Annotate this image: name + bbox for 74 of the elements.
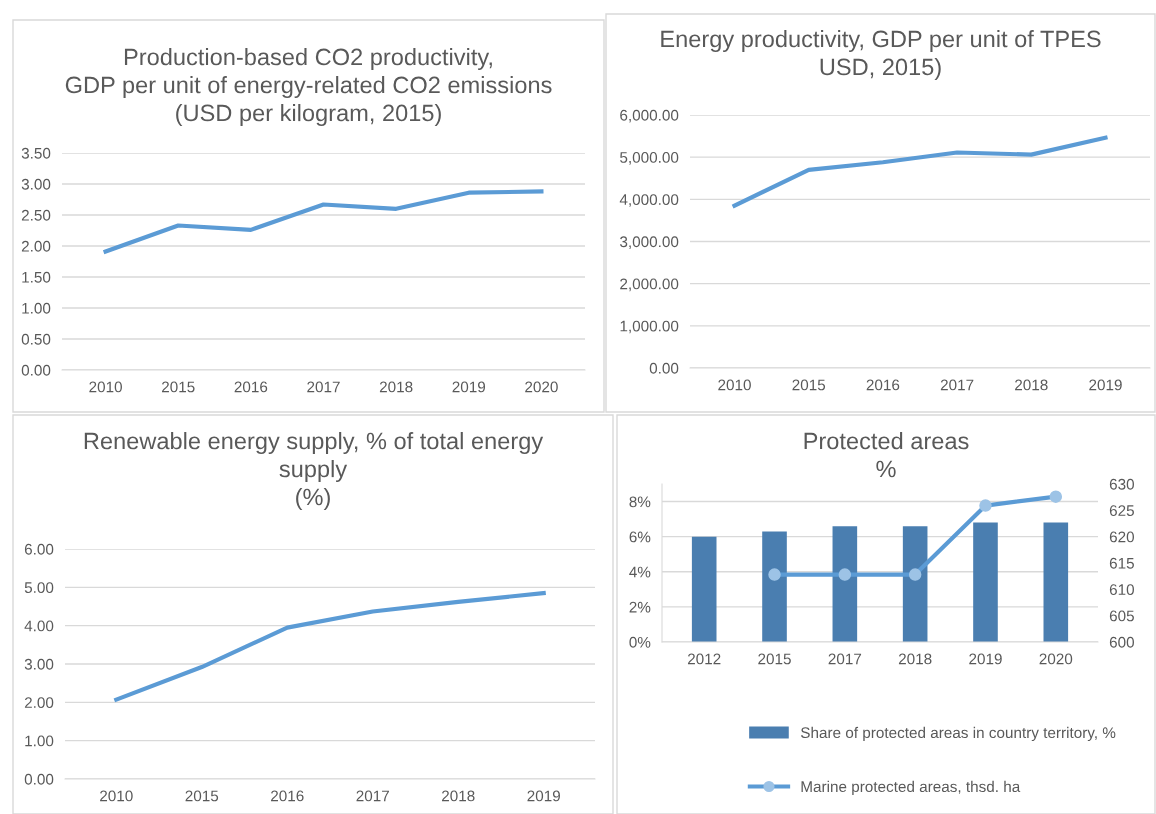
y-tick-label: 0.00 [649, 362, 679, 374]
y-tick-label: 3.00 [24, 658, 54, 670]
x-tick-label: 2017 [307, 381, 340, 393]
bar [1043, 522, 1069, 642]
y-tick-label: 4,000.00 [619, 194, 679, 207]
y-tick-label: 1.00 [22, 302, 51, 314]
y-tick-label: 1,000.00 [620, 320, 679, 334]
x-tick-label: 2010 [100, 790, 133, 802]
y-tick-label: 0.00 [24, 773, 54, 785]
x-tick-label: 2015 [758, 653, 791, 665]
y-tick-label: 2,000.00 [620, 278, 679, 292]
y-tick-label: 0% [629, 636, 651, 648]
y-tick-label: 1.00 [25, 735, 54, 747]
x-tick-label: 2017 [356, 790, 389, 802]
bar [973, 522, 998, 642]
legend-label: Share of protected areas in country territory, % [800, 726, 1116, 742]
y-tick-label: 3,000.00 [620, 236, 679, 249]
y-tick-label: 5.00 [24, 582, 54, 594]
x-tick-label: 2016 [271, 790, 304, 802]
y-tick-label: 8% [629, 496, 651, 508]
y-tick-label: 1.50 [22, 271, 51, 283]
y-tick-label: 3.50 [21, 147, 51, 159]
x-tick-label: 2018 [379, 381, 413, 393]
x-tick-label: 2018 [442, 790, 475, 802]
y2-tick-label: 630 [1109, 478, 1134, 490]
y-tick-label: 0.50 [21, 333, 51, 345]
y2-tick-label: 605 [1109, 610, 1134, 622]
y-tick-label: 6% [629, 531, 651, 543]
x-tick-label: 2018 [1015, 379, 1048, 391]
x-tick-label: 2019 [969, 653, 1002, 665]
x-tick-label: 2010 [89, 381, 122, 393]
line-series [103, 189, 544, 254]
x-tick-label: 2019 [1089, 379, 1122, 391]
chart-title: Renewable energy supply, % of total energy supply (%) [84, 432, 544, 510]
y-tick-label: 5,000.00 [620, 152, 679, 165]
bar [762, 531, 787, 642]
x-tick-label: 2016 [866, 379, 900, 391]
y-tick-label: 2.50 [21, 209, 51, 221]
y-tick-label: 0.00 [21, 364, 51, 376]
x-tick-label: 2017 [828, 653, 862, 665]
x-tick-label: 2019 [452, 381, 486, 393]
line-series [732, 135, 1108, 208]
x-tick-label: 2015 [185, 790, 219, 802]
x-tick-label: 2020 [525, 381, 558, 393]
y-tick-label: 2% [629, 601, 651, 613]
line-series [114, 590, 546, 702]
x-tick-label: 2019 [527, 790, 560, 802]
y-tick-label: 2.00 [24, 697, 54, 709]
chart-title: Protected areas % [804, 432, 969, 478]
bar [832, 526, 858, 642]
y-tick-label: 6,000.00 [620, 109, 679, 123]
x-tick-label: 2012 [687, 653, 721, 665]
y-tick-label: 3.00 [21, 178, 51, 190]
x-tick-label: 2015 [792, 379, 826, 391]
y-tick-label: 6.00 [24, 543, 54, 555]
y2-tick-label: 600 [1109, 636, 1134, 648]
y-tick-label: 4.00 [24, 620, 54, 632]
x-tick-label: 2020 [1039, 653, 1073, 665]
y2-tick-label: 615 [1109, 557, 1134, 569]
chart-title: Production-based CO2 productivity, GDP per unit of energy-related CO2 emissions (USD per kilogram, 2015) [65, 48, 552, 127]
y-tick-label: 2.00 [21, 240, 51, 252]
x-tick-label: 2017 [940, 379, 974, 391]
y2-tick-label: 620 [1109, 531, 1134, 543]
y-tick-label: 4% [629, 566, 651, 578]
y2-tick-label: 625 [1109, 505, 1134, 517]
x-tick-label: 2010 [718, 379, 751, 391]
x-tick-label: 2018 [898, 653, 932, 665]
legend-label: Marine protected areas, thsd. ha [801, 780, 1021, 796]
bar [902, 526, 928, 642]
bar [691, 536, 717, 642]
chart-title: Energy productivity, GDP per unit of TPES USD, 2015) [661, 30, 1101, 80]
y2-tick-label: 610 [1109, 584, 1134, 596]
x-tick-label: 2016 [234, 381, 268, 393]
x-tick-label: 2015 [162, 381, 195, 393]
